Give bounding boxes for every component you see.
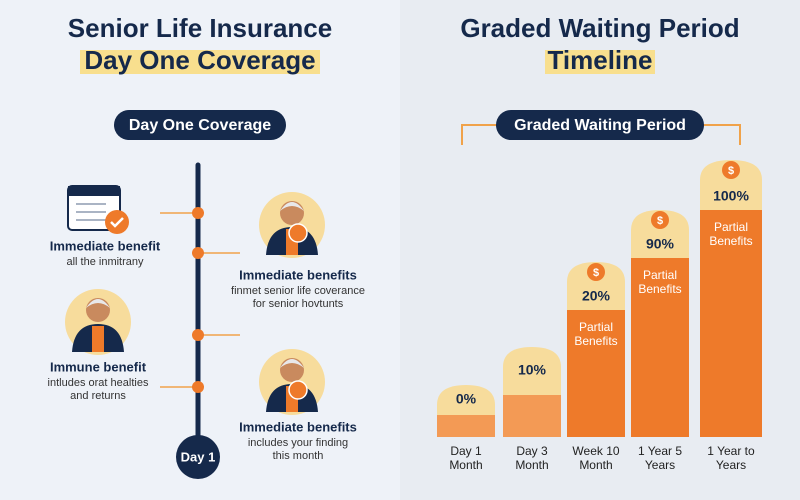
step-cap [700,160,762,210]
step-cap [631,210,689,258]
step-percent: 90% [646,236,675,252]
title: Day One Coverage [84,45,315,75]
person-hair [280,202,304,211]
step-label: 1 Year 5 [638,444,682,458]
item-text: and returns [70,390,126,402]
item-title: Immediate benefits [239,267,357,282]
step-label: Years [645,458,675,472]
step-label: Years [716,458,746,472]
step-label: Week 10 [572,444,619,458]
step-label: Day 1 [450,444,482,458]
person-hair [280,359,304,368]
day-marker [176,435,220,479]
title-highlight [80,50,320,74]
step-note: Benefits [638,282,681,296]
step-cap [437,385,495,415]
step-body [700,210,762,437]
item-text: for senior hovtunts [253,298,344,310]
coin-symbol: $ [657,215,663,227]
item-text: includes your finding [248,437,348,449]
step-label: 1 Year to [707,444,755,458]
step-note: Benefits [574,334,617,348]
person-hair [86,299,110,308]
title: Graded Waiting Period [460,13,739,43]
step-percent: 20% [582,288,611,304]
item-text: intludes orat healties [48,377,149,389]
step-label: Month [449,458,482,472]
step-body [631,258,689,437]
step-percent: 100% [713,188,749,204]
step-cap [503,347,561,395]
calendar-top [68,186,120,196]
title: Senior Life Insurance [68,13,332,43]
coin-symbol: $ [728,165,734,177]
step-body [503,395,561,437]
timeline-dot [192,329,204,341]
pill [496,110,704,140]
item-title: Immediate benefit [50,238,161,253]
item-text: all the inmitrany [66,256,144,268]
person-shirt [92,326,104,352]
pill-label: Graded Waiting Period [514,117,686,134]
check-badge [105,210,129,234]
step-label: Month [515,458,548,472]
pill-label: Day One Coverage [129,117,271,134]
step-label: Month [579,458,612,472]
item-title: Immune benefit [50,359,147,374]
coin [288,380,308,400]
timeline-dot [192,207,204,219]
title: Timeline [547,45,652,75]
title-highlight [545,50,655,74]
coin-symbol: $ [593,267,599,279]
coin [288,223,308,243]
step-body [567,310,625,437]
item-text: finmet senior life coverance [231,285,365,297]
coin [651,211,669,229]
timeline-dot [192,247,204,259]
step-note: Partial [579,320,613,334]
step-note: Partial [714,220,748,234]
step-percent: 0% [456,391,477,407]
step-body [437,415,495,437]
step-percent: 10% [518,362,547,378]
item-text: this month [273,450,324,462]
step-note: Benefits [709,234,752,248]
day-marker-label: Day 1 [181,449,216,464]
coin [722,161,740,179]
step-note: Partial [643,268,677,282]
step-label: Day 3 [516,444,548,458]
check [110,217,124,228]
step-cap [567,262,625,310]
pill [114,110,286,140]
item-title: Immediate benefits [239,419,357,434]
coin [587,263,605,281]
timeline-dot [192,381,204,393]
